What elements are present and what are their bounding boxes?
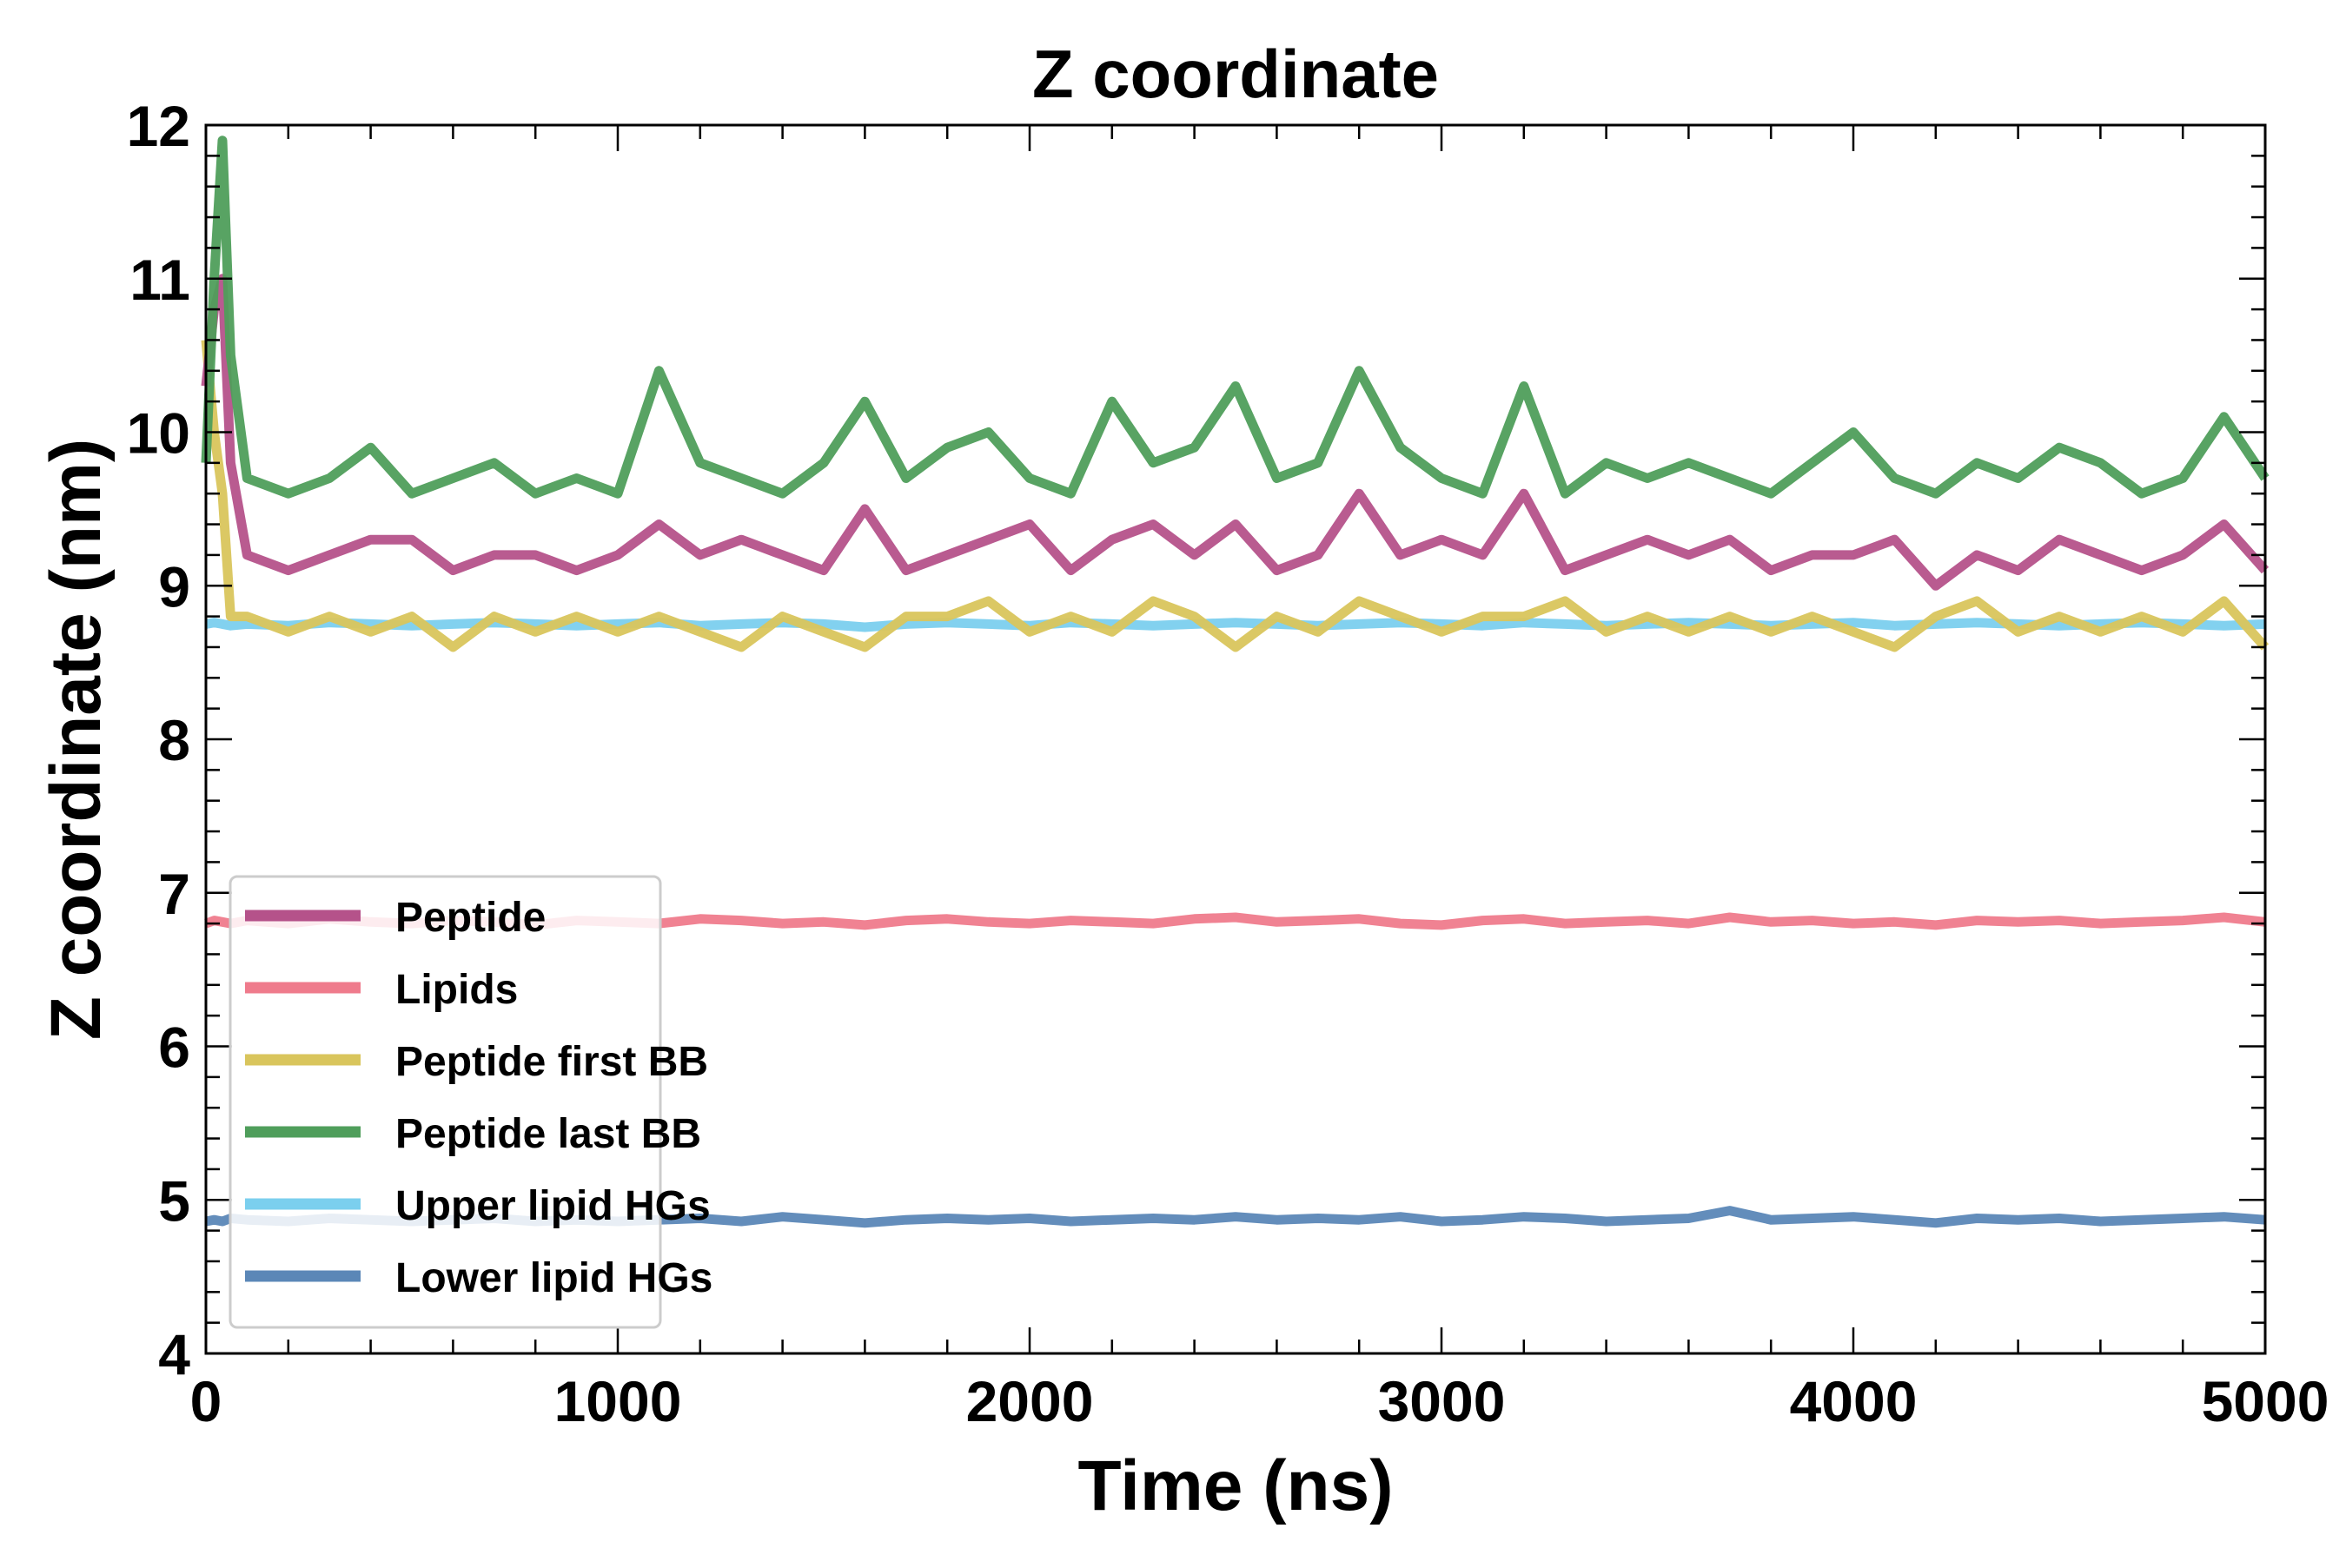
y-tick-label: 11: [129, 248, 190, 312]
y-tick-label: 12: [127, 94, 190, 158]
y-axis-label: Z coordinate (nm): [36, 439, 116, 1040]
series-line-peptide-first-bb: [201, 340, 2270, 652]
legend-item: Peptide first BB: [245, 1039, 708, 1085]
legend-item: Lower lipid HGs: [245, 1255, 712, 1301]
x-tick-label: 5000: [2202, 1369, 2329, 1433]
x-axis-label: Time (ns): [1078, 1446, 1394, 1525]
y-tick-label: 8: [158, 708, 190, 772]
plot-frame: [204, 123, 2267, 1355]
ticks-layer: 0 1000 2000 3000 4000 5000 4 5 6 7 8 9 10 11 12: [127, 94, 2329, 1433]
y-tick-label: 5: [158, 1168, 190, 1233]
x-tick-label: 0: [190, 1369, 222, 1433]
x-tick-label: 4000: [1790, 1369, 1918, 1433]
legend: Peptide Lipids Peptide first BB Peptide las…: [229, 875, 712, 1329]
x-tick-label: 1000: [554, 1369, 682, 1433]
chart-title: Z coordinate: [1032, 36, 1439, 112]
y-tick-label: 9: [158, 554, 190, 619]
x-tick-label: 2000: [966, 1369, 1094, 1433]
series-line-peptide: [201, 274, 2270, 591]
legend-label: Peptide: [395, 895, 546, 941]
y-tick-label: 10: [127, 401, 190, 466]
legend-label: Lipids: [395, 967, 518, 1013]
series-line-peptide-last-bb: [201, 136, 2270, 499]
y-tick-label: 6: [158, 1016, 190, 1080]
y-tick-label: 4: [158, 1322, 190, 1386]
legend-item: Upper lipid HGs: [245, 1183, 711, 1229]
y-tick-label: 7: [158, 862, 190, 926]
legend-label: Peptide last BB: [395, 1111, 701, 1157]
legend-item: Peptide: [245, 895, 546, 941]
legend-label: Lower lipid HGs: [395, 1255, 712, 1301]
legend-item: Lipids: [245, 967, 518, 1013]
legend-label: Upper lipid HGs: [395, 1183, 711, 1229]
series-line-upper-lipid-hgs: [205, 618, 2266, 632]
legend-label: Peptide first BB: [395, 1039, 708, 1085]
legend-item: Peptide last BB: [245, 1111, 701, 1157]
x-tick-label: 3000: [1378, 1369, 1506, 1433]
